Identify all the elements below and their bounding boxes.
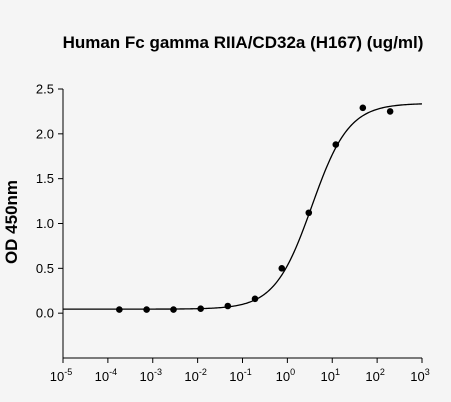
data-point [116,306,123,313]
x-tick-label: 10-1 [229,367,251,384]
data-point [197,305,204,312]
data-point [359,104,367,112]
x-tick-label: 101 [321,367,340,384]
y-tick-label: 2.0 [36,126,54,141]
data-point [332,141,340,148]
x-tick-exponent: -3 [154,367,162,377]
x-tick-base: 10 [410,369,424,384]
y-tick-label: 0.0 [36,306,54,321]
y-tick-label: 1.0 [36,216,54,231]
x-tick-base: 10 [276,369,290,384]
x-tick-label: 102 [365,367,384,384]
x-tick-exponent: -4 [109,367,117,377]
x-tick-label: 10-5 [50,367,72,384]
chart-title: Human Fc gamma RIIA/CD32a (H167) (ug/ml) [63,33,424,52]
x-tick-exponent: -2 [199,367,207,377]
data-point [143,306,150,313]
x-tick-base: 10 [95,369,109,384]
x-tick-exponent: 0 [290,367,295,377]
x-tick-exponent: 1 [335,367,340,377]
x-tick-exponent: 2 [380,367,385,377]
y-axis-label: OD 450nm [2,180,21,264]
fit-curve [63,103,423,310]
y-tick-label: 0.5 [36,261,54,276]
x-tick-base: 10 [229,369,243,384]
x-tick-exponent: 3 [425,367,430,377]
x-tick-exponent: -1 [244,367,252,377]
data-point [305,209,313,217]
x-tick-base: 10 [321,369,335,384]
data-point [224,302,232,310]
data-point [278,265,286,272]
x-tick-base: 10 [50,369,64,384]
data-point [386,108,394,115]
x-tick-base: 10 [184,369,198,384]
data-point [251,295,259,303]
x-tick-exponent: -5 [64,367,72,377]
y-tick-label: 2.5 [36,82,54,97]
x-tick-label: 10-3 [140,367,162,384]
x-tick-label: 103 [410,367,429,384]
plot-area: 0.00.51.01.52.02.510-5 10-4 10-3 10-2 10-1 10… [36,82,430,385]
x-tick-base: 10 [140,369,154,384]
data-point [170,306,177,313]
x-tick-label: 100 [276,367,295,384]
y-tick-label: 1.5 [36,171,54,186]
x-tick-label: 10-2 [184,367,206,384]
x-tick-base: 10 [365,369,379,384]
x-tick-label: 10-4 [95,367,117,384]
